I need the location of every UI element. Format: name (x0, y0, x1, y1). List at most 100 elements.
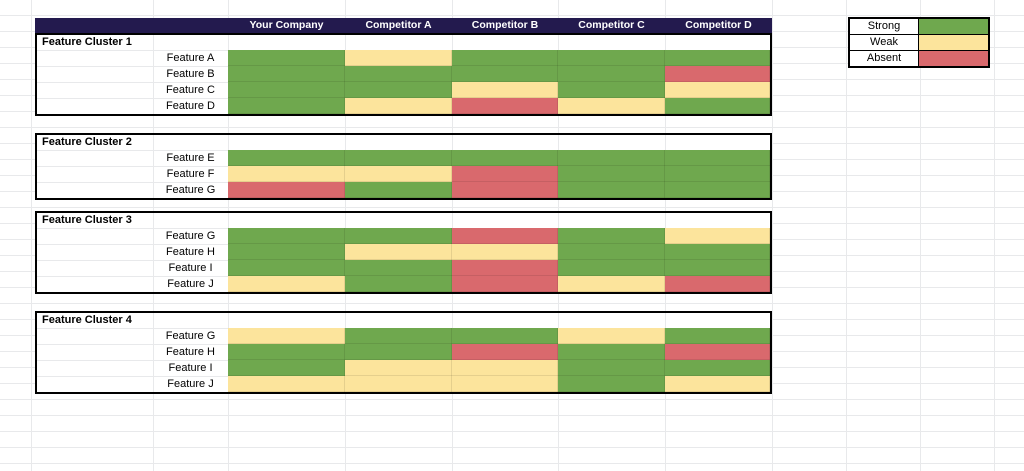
matrix-cell[interactable] (558, 260, 665, 276)
matrix-cell[interactable] (345, 182, 452, 198)
feature-label-cell[interactable]: Feature A (166, 52, 215, 64)
matrix-cell[interactable] (558, 98, 665, 114)
matrix-cell[interactable] (345, 166, 452, 182)
matrix-cell[interactable] (228, 376, 345, 392)
matrix-cell[interactable] (665, 66, 770, 82)
matrix-cell[interactable] (228, 166, 345, 182)
matrix-cell[interactable] (665, 328, 770, 344)
feature-label-cell[interactable]: Feature J (167, 278, 214, 290)
matrix-cell[interactable] (345, 244, 452, 260)
matrix-cell[interactable] (665, 98, 770, 114)
matrix-cell[interactable] (558, 166, 665, 182)
matrix-cell[interactable] (665, 276, 770, 292)
matrix-cell[interactable] (558, 360, 665, 376)
matrix-cell[interactable] (665, 182, 770, 198)
matrix-cell[interactable] (665, 344, 770, 360)
matrix-cell[interactable] (665, 228, 770, 244)
matrix-cell[interactable] (665, 360, 770, 376)
cluster-label[interactable]: Feature Cluster 2 (42, 136, 132, 148)
matrix-cell[interactable] (228, 344, 345, 360)
matrix-cell[interactable] (558, 228, 665, 244)
matrix-cell[interactable] (228, 50, 345, 66)
matrix-cell[interactable] (452, 150, 558, 166)
feature-label-cell[interactable]: Feature C (166, 84, 215, 96)
feature-label-cell[interactable]: Feature H (166, 246, 215, 258)
matrix-cell[interactable] (452, 166, 558, 182)
matrix-cell[interactable] (228, 228, 345, 244)
matrix-cell[interactable] (558, 344, 665, 360)
matrix-cell[interactable] (558, 66, 665, 82)
matrix-cell[interactable] (452, 328, 558, 344)
cluster-label[interactable]: Feature Cluster 3 (42, 214, 132, 226)
matrix-cell[interactable] (345, 228, 452, 244)
matrix-cell[interactable] (452, 344, 558, 360)
legend-label[interactable]: Weak (850, 35, 919, 50)
matrix-cell[interactable] (665, 260, 770, 276)
matrix-cell[interactable] (558, 182, 665, 198)
matrix-cell[interactable] (665, 376, 770, 392)
matrix-cell[interactable] (452, 182, 558, 198)
matrix-cell[interactable] (345, 376, 452, 392)
header-cell-your-company[interactable]: Your Company (249, 19, 324, 31)
matrix-cell[interactable] (345, 344, 452, 360)
matrix-cell[interactable] (345, 98, 452, 114)
matrix-cell[interactable] (558, 150, 665, 166)
matrix-cell[interactable] (452, 260, 558, 276)
cluster-label[interactable]: Feature Cluster 4 (42, 314, 132, 326)
cluster-label[interactable]: Feature Cluster 1 (42, 36, 132, 48)
matrix-cell[interactable] (558, 376, 665, 392)
header-cell-competitor-a[interactable]: Competitor A (365, 19, 432, 31)
matrix-cell[interactable] (452, 82, 558, 98)
matrix-cell[interactable] (665, 82, 770, 98)
matrix-cell[interactable] (558, 50, 665, 66)
matrix-cell[interactable] (452, 360, 558, 376)
matrix-cell[interactable] (345, 82, 452, 98)
matrix-cell[interactable] (228, 260, 345, 276)
matrix-cell[interactable] (558, 328, 665, 344)
matrix-cell[interactable] (452, 276, 558, 292)
matrix-cell[interactable] (345, 360, 452, 376)
legend-label[interactable]: Absent (850, 51, 919, 66)
legend-swatch-absent[interactable] (919, 51, 988, 66)
matrix-cell[interactable] (665, 244, 770, 260)
header-cell-competitor-b[interactable]: Competitor B (471, 19, 539, 31)
matrix-cell[interactable] (665, 150, 770, 166)
feature-label-cell[interactable]: Feature B (166, 68, 215, 80)
legend-label[interactable]: Strong (850, 19, 919, 34)
matrix-cell[interactable] (228, 328, 345, 344)
matrix-cell[interactable] (228, 66, 345, 82)
header-cell-competitor-d[interactable]: Competitor D (685, 19, 752, 31)
matrix-cell[interactable] (345, 276, 452, 292)
feature-label-cell[interactable]: Feature G (165, 184, 216, 196)
matrix-cell[interactable] (345, 260, 452, 276)
header-cell-competitor-c[interactable]: Competitor C (578, 19, 645, 31)
matrix-cell[interactable] (665, 166, 770, 182)
matrix-cell[interactable] (558, 244, 665, 260)
matrix-cell[interactable] (558, 82, 665, 98)
feature-label-cell[interactable]: Feature I (168, 362, 213, 374)
feature-label-cell[interactable]: Feature G (165, 330, 216, 342)
matrix-cell[interactable] (452, 98, 558, 114)
matrix-cell[interactable] (228, 150, 345, 166)
feature-label-cell[interactable]: Feature D (166, 100, 215, 112)
matrix-cell[interactable] (228, 98, 345, 114)
matrix-cell[interactable] (452, 50, 558, 66)
matrix-cell[interactable] (452, 228, 558, 244)
matrix-cell[interactable] (345, 66, 452, 82)
matrix-cell[interactable] (228, 360, 345, 376)
matrix-cell[interactable] (558, 276, 665, 292)
feature-label-cell[interactable]: Feature J (167, 378, 214, 390)
matrix-cell[interactable] (665, 50, 770, 66)
matrix-cell[interactable] (452, 376, 558, 392)
feature-label-cell[interactable]: Feature I (168, 262, 213, 274)
feature-label-cell[interactable]: Feature F (166, 168, 215, 180)
matrix-cell[interactable] (345, 50, 452, 66)
legend-swatch-weak[interactable] (919, 35, 988, 50)
feature-label-cell[interactable]: Feature G (165, 230, 216, 242)
matrix-cell[interactable] (452, 244, 558, 260)
matrix-cell[interactable] (345, 150, 452, 166)
matrix-cell[interactable] (228, 276, 345, 292)
matrix-cell[interactable] (228, 182, 345, 198)
matrix-cell[interactable] (345, 328, 452, 344)
matrix-cell[interactable] (452, 66, 558, 82)
